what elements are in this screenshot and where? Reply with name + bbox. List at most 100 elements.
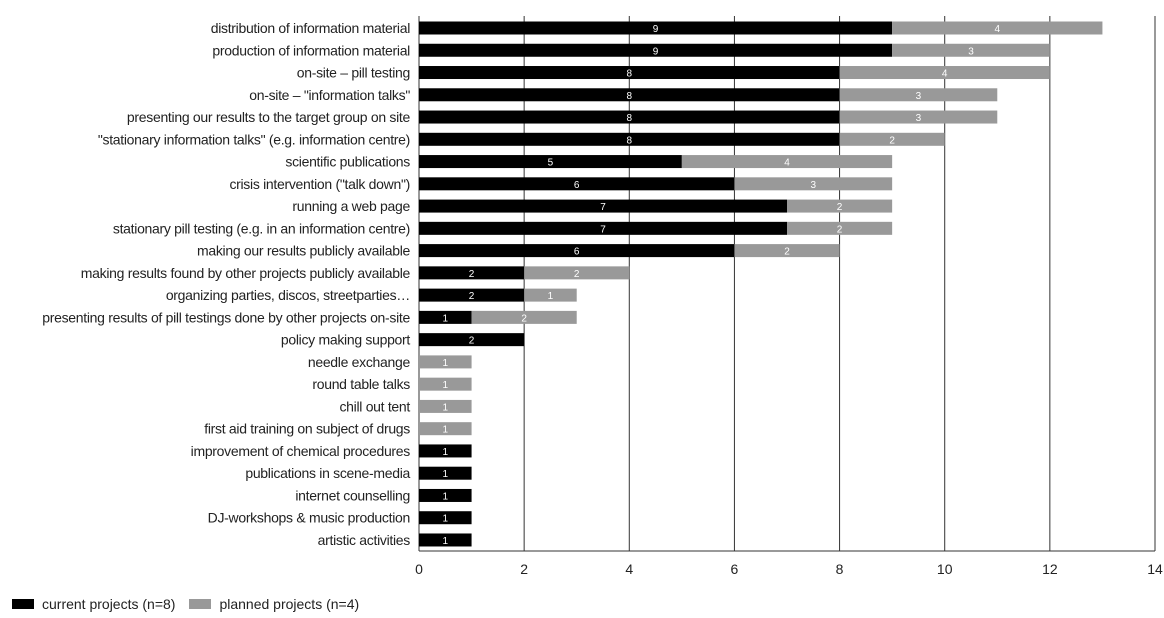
category-label: chill out tent — [339, 398, 410, 414]
bar-value-label: 1 — [443, 425, 449, 436]
x-tick-label: 12 — [1042, 561, 1058, 577]
bar-value-label: 2 — [469, 336, 475, 347]
bar-current — [419, 444, 472, 458]
bar-planned — [787, 199, 893, 213]
category-label: organizing parties, discos, streetpartie… — [166, 287, 410, 303]
bar-value-label: 4 — [995, 24, 1001, 35]
bar-current — [419, 21, 893, 35]
bar-value-label: 1 — [548, 291, 554, 302]
bar-value-label: 2 — [469, 269, 475, 280]
category-label: presenting our results to the target gro… — [127, 109, 411, 125]
bar-value-label: 7 — [600, 202, 606, 213]
bar-value-label: 8 — [627, 113, 633, 124]
bar-planned — [839, 110, 998, 124]
bar-planned — [734, 177, 893, 191]
x-tick-label: 10 — [937, 561, 953, 577]
category-label: crisis intervention ("talk down") — [229, 176, 410, 192]
legend-item-planned: planned projects (n=4) — [189, 596, 359, 612]
bar-value-label: 3 — [968, 46, 974, 57]
bar-value-label: 3 — [916, 113, 922, 124]
bar-planned — [419, 422, 472, 436]
bar-value-label: 1 — [443, 313, 449, 324]
bar-current — [419, 132, 840, 146]
bar-value-label: 1 — [443, 491, 449, 502]
category-label: on-site – "information talks" — [249, 87, 410, 103]
x-axis: 0 2 4 6 8 10 12 14 — [415, 550, 1163, 577]
category-label: "stationary information talks" (e.g. inf… — [98, 131, 410, 147]
category-label: production of information material — [212, 42, 410, 58]
bar-value-label: 1 — [443, 536, 449, 547]
bar-planned — [681, 155, 893, 169]
bar-current — [419, 333, 525, 347]
bar-current — [419, 43, 893, 57]
bar-value-label: 2 — [837, 224, 843, 235]
bar-value-label: 3 — [916, 91, 922, 102]
category-label: improvement of chemical procedures — [191, 443, 411, 459]
bar-current — [419, 466, 472, 480]
bar-value-label: 4 — [784, 158, 790, 169]
x-tick-label: 2 — [520, 561, 528, 577]
bar-value-label: 9 — [653, 46, 659, 57]
category-label: round table talks — [312, 376, 410, 392]
bar-current — [419, 88, 840, 102]
category-label: stationary pill testing (e.g. in an info… — [113, 220, 410, 236]
bar-value-label: 9 — [653, 24, 659, 35]
category-label: publications in scene-media — [245, 465, 410, 481]
bar-planned — [524, 288, 577, 302]
category-label: policy making support — [281, 332, 411, 348]
bar-planned — [787, 221, 893, 235]
bar-current — [419, 66, 840, 80]
bar-current — [419, 310, 472, 324]
legend-item-current: current projects (n=8) — [12, 596, 175, 612]
legend-swatch-current — [12, 599, 34, 609]
x-tick-label: 8 — [836, 561, 844, 577]
bar-current — [419, 533, 472, 547]
bar-value-label: 7 — [600, 224, 606, 235]
bar-current — [419, 288, 525, 302]
bar-current — [419, 244, 735, 258]
bar-value-label: 1 — [443, 380, 449, 391]
bar-current — [419, 511, 472, 525]
bar-value-label: 6 — [574, 247, 580, 258]
bar-value-label: 2 — [784, 247, 790, 258]
category-label: artistic activities — [318, 532, 411, 548]
x-tick-label: 6 — [731, 561, 739, 577]
bar-planned — [419, 355, 472, 369]
bar-value-label: 3 — [811, 180, 817, 191]
bar-current — [419, 110, 840, 124]
bar-planned — [734, 244, 840, 258]
x-tick-label: 0 — [415, 561, 423, 577]
bar-value-label: 4 — [942, 69, 948, 80]
bar-value-label: 8 — [627, 135, 633, 146]
bar-value-label: 5 — [548, 158, 554, 169]
x-tick-label: 4 — [625, 561, 633, 577]
bar-current — [419, 199, 787, 213]
bar-value-label: 2 — [521, 313, 527, 324]
bar-value-label: 1 — [443, 469, 449, 480]
bar-planned — [839, 88, 998, 102]
bar-current — [419, 177, 735, 191]
legend-label-planned: planned projects (n=4) — [219, 596, 360, 612]
bar-value-label: 8 — [627, 91, 633, 102]
bar-current — [419, 266, 525, 280]
bar-planned — [524, 266, 630, 280]
bar-value-label: 1 — [443, 514, 449, 525]
x-tick-label: 14 — [1147, 561, 1163, 577]
bars: 9 4 9 3 8 4 8 3 8 3 8 2 5 4 6 3 7 2 7 2 6 2 2 2 2 1 1 2 2 1 1 1 1 1 1 1 1 1 — [419, 21, 1103, 547]
bar-planned — [419, 399, 472, 413]
category-label: internet counselling — [295, 487, 410, 503]
category-label: scientific publications — [285, 154, 410, 170]
bar-value-label: 1 — [443, 447, 449, 458]
legend-swatch-planned — [189, 599, 212, 609]
bar-value-label: 2 — [837, 202, 843, 213]
bar-planned — [471, 310, 577, 324]
bar-value-label: 8 — [627, 69, 633, 80]
category-labels: distribution of information material prod… — [42, 20, 411, 548]
legend: current projects (n=8) planned projects … — [12, 596, 373, 612]
bar-current — [419, 221, 787, 235]
category-label: presenting results of pill testings done… — [42, 309, 410, 325]
category-label: distribution of information material — [211, 20, 410, 36]
category-label: on-site – pill testing — [297, 65, 410, 81]
bar-value-label: 1 — [443, 402, 449, 413]
